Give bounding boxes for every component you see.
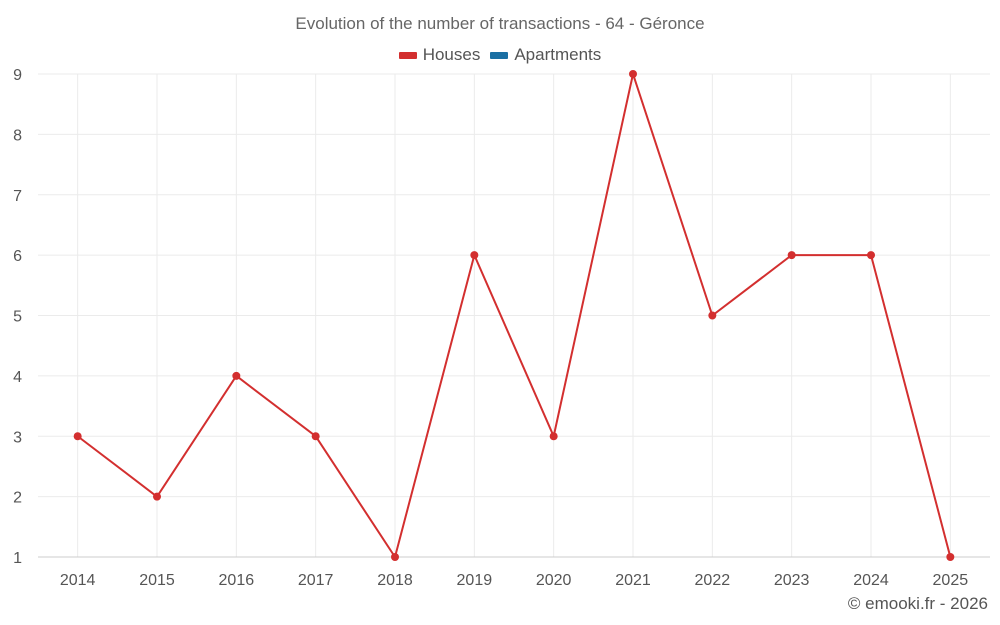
data-point xyxy=(391,553,399,561)
y-tick-label: 8 xyxy=(13,127,22,144)
series-line-houses xyxy=(77,70,952,560)
y-tick-label: 5 xyxy=(13,309,22,326)
data-point xyxy=(73,432,82,441)
legend-item-houses[interactable]: Houses xyxy=(398,45,481,65)
x-tick-label: 2020 xyxy=(536,572,572,589)
y-tick-label: 3 xyxy=(13,429,22,446)
legend-swatch-houses xyxy=(398,51,417,59)
x-tick-label: 2014 xyxy=(60,572,96,589)
x-tick-label: 2015 xyxy=(139,572,175,589)
data-point xyxy=(629,70,637,78)
data-point xyxy=(787,251,796,260)
y-tick-label: 2 xyxy=(13,490,22,507)
y-tick-label: 1 xyxy=(13,550,22,567)
legend-label-apartments: Apartments xyxy=(514,45,602,64)
y-tick-label: 9 xyxy=(13,67,22,84)
data-point xyxy=(867,251,875,260)
copyright-footer: © emooki.fr - 2026 xyxy=(847,594,988,613)
data-point xyxy=(549,432,558,441)
chart-title: Evolution of the number of transactions … xyxy=(295,14,705,33)
x-tick-label: 2018 xyxy=(377,572,413,589)
x-tick-label: 2023 xyxy=(774,572,810,589)
legend-label-houses: Houses xyxy=(422,45,481,64)
x-tick-label: 2016 xyxy=(219,572,255,589)
y-tick-label: 6 xyxy=(13,248,22,265)
data-point xyxy=(311,432,320,441)
x-tick-label: 2021 xyxy=(615,572,651,589)
y-tick-label: 7 xyxy=(13,188,22,205)
y-tick-label: 4 xyxy=(13,369,22,386)
chart-legend: Houses Apartments xyxy=(0,45,1000,65)
data-point xyxy=(708,311,717,320)
x-tick-label: 2019 xyxy=(457,572,493,589)
data-point xyxy=(153,492,161,501)
x-tick-label: 2024 xyxy=(853,572,889,589)
x-tick-label: 2017 xyxy=(298,572,334,589)
legend-swatch-apartments xyxy=(490,51,509,59)
data-point xyxy=(946,553,955,561)
data-point xyxy=(470,251,479,260)
x-tick-label: 2022 xyxy=(695,572,731,589)
legend-item-apartments[interactable]: Apartments xyxy=(490,45,601,65)
data-point xyxy=(232,371,241,380)
x-tick-label: 2025 xyxy=(933,572,969,589)
